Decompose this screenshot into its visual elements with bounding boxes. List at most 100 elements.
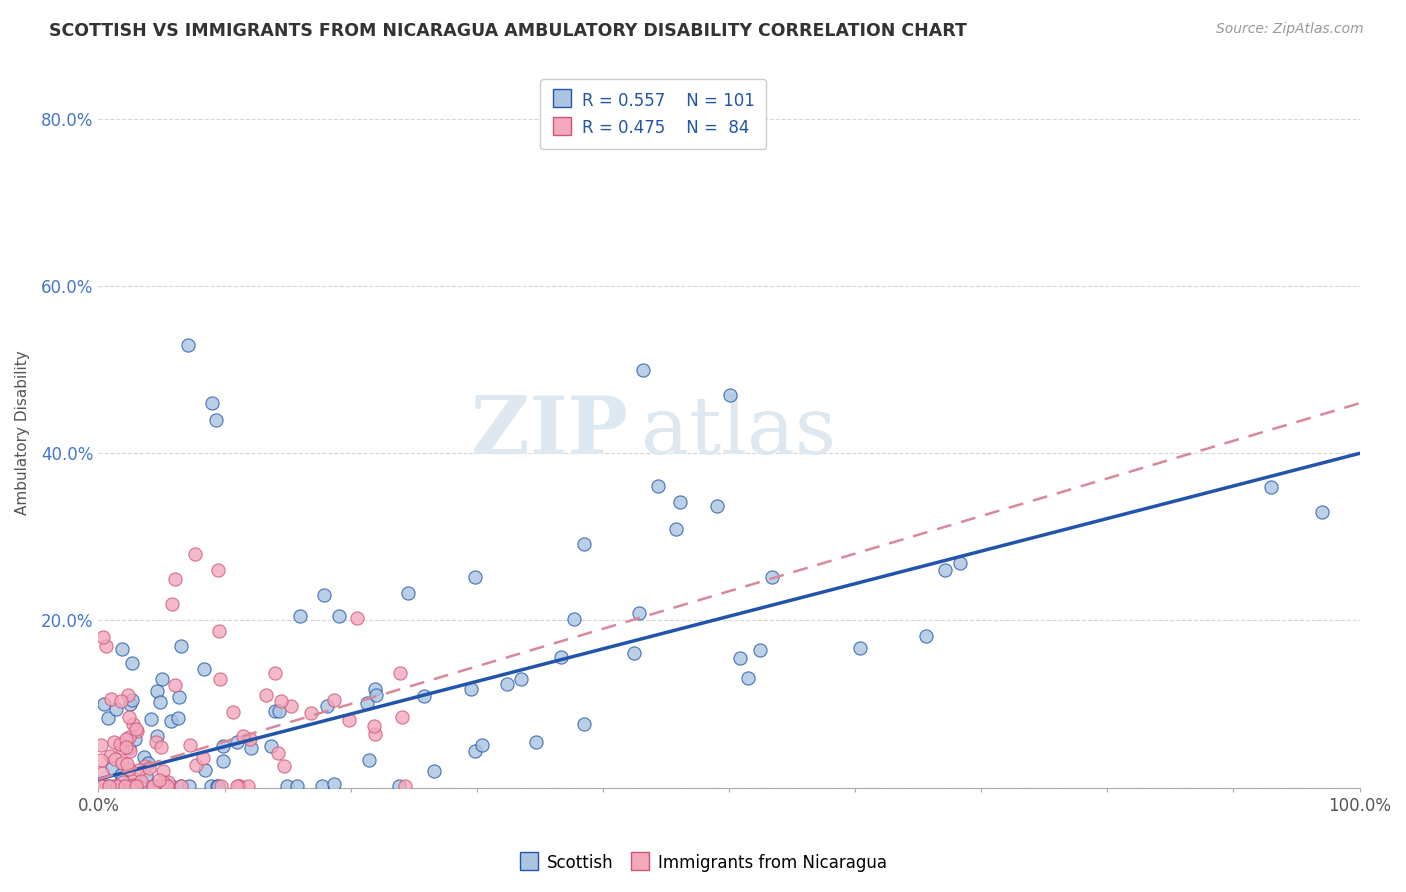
Point [166,711,188,725]
Point [120,744,142,758]
Point [464,744,486,758]
Point [115,757,138,772]
Point [148,772,170,787]
Point [238,779,260,793]
Point [228,779,250,793]
Point [388,779,411,793]
Point [228,779,250,793]
Point [730,651,752,665]
Point [90,753,112,767]
Point [273,759,295,773]
Point [118,710,141,724]
Point [263,666,285,681]
Point [631,363,654,377]
Point [562,612,585,626]
Point [118,740,141,755]
Point [111,741,134,756]
Point [141,779,163,793]
Point [104,752,127,766]
Point [134,759,156,773]
Point [269,704,291,718]
Point [90,779,112,793]
Point [122,717,145,731]
Point [98,749,121,764]
Point [316,698,339,713]
Point [132,779,155,793]
Point [157,775,180,789]
Point [120,779,142,793]
Point [111,775,134,789]
Point [356,696,378,710]
Point [122,777,145,791]
Point [572,717,595,731]
Point [226,735,249,749]
Point [460,681,482,696]
Text: atlas: atlas [641,393,835,472]
Point [143,779,166,793]
Point [240,741,263,756]
Point [464,570,486,584]
Point [628,606,651,620]
Point [264,704,287,718]
Point [111,642,134,657]
Point [124,731,146,746]
Point [97,779,120,793]
Point [90,779,112,793]
Point [572,536,595,550]
Point [208,672,231,686]
Point [91,779,114,793]
Point [132,750,155,764]
Point [128,764,150,778]
Point [322,693,344,707]
Point [136,756,159,770]
Point [1310,505,1333,519]
Point [748,643,770,657]
Point [176,338,198,352]
Point [162,597,184,611]
Point [145,734,167,748]
Point [848,640,870,655]
Point [100,779,122,793]
Point [121,779,143,793]
Point [122,779,145,793]
Point [208,624,231,638]
Point [226,779,249,793]
Point [205,413,228,427]
Point [260,739,283,754]
Point [152,764,174,778]
Point [184,757,207,772]
Point [737,671,759,685]
Point [120,779,142,793]
Point [299,706,322,720]
Point [183,547,205,561]
Point [366,689,388,703]
Point [138,761,160,775]
Point [761,570,783,584]
Point [110,738,132,752]
Point [328,609,350,624]
Point [125,722,148,736]
Point [118,730,141,744]
Point [346,611,368,625]
Point [101,761,124,775]
Point [364,727,387,741]
Point [90,779,112,793]
Point [117,689,139,703]
Point [135,769,157,783]
Point [211,739,233,753]
Point [163,678,186,692]
Point [93,697,115,711]
Point [510,673,533,687]
Point [149,779,172,793]
Point [110,768,132,782]
Point [1260,480,1282,494]
Point [396,586,419,600]
Point [222,706,245,720]
Point [103,735,125,749]
Point [391,709,413,723]
Point [209,779,232,793]
Point [524,735,547,749]
Point [669,495,692,509]
Point [706,500,728,514]
Point [205,779,228,793]
